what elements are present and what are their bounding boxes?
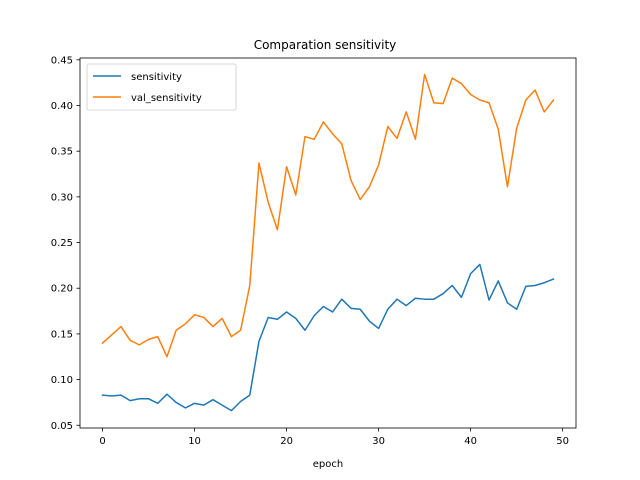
plot-lines bbox=[101, 73, 555, 412]
y-tick-label: 0.05 bbox=[51, 421, 73, 432]
x-tick-label: 20 bbox=[280, 436, 293, 447]
x-axis-ticks: 0 10 20 30 40 50 bbox=[99, 428, 569, 447]
y-tick-label: 0.10 bbox=[51, 375, 73, 386]
chart-title: Comparation sensitivity bbox=[254, 38, 397, 52]
y-tick-label: 0.35 bbox=[51, 147, 73, 158]
legend-box bbox=[86, 63, 237, 111]
y-tick-label: 0.45 bbox=[51, 55, 73, 66]
x-tick-label: 0 bbox=[99, 436, 105, 447]
x-axis-label: epoch bbox=[313, 459, 343, 470]
y-tick-label: 0.40 bbox=[51, 101, 73, 112]
y-tick-label: 0.25 bbox=[51, 238, 73, 249]
legend-label-sensitivity: sensitivity bbox=[131, 72, 182, 83]
y-tick-label: 0.15 bbox=[51, 329, 73, 340]
y-tick-label: 0.20 bbox=[51, 284, 73, 295]
x-tick-label: 10 bbox=[188, 436, 201, 447]
series-line-sensitivity bbox=[101, 263, 555, 412]
x-tick-label: 50 bbox=[556, 436, 569, 447]
x-tick-label: 30 bbox=[372, 436, 385, 447]
x-tick-label: 40 bbox=[464, 436, 477, 447]
plot-frame bbox=[79, 57, 577, 429]
y-tick-label: 0.30 bbox=[51, 192, 73, 203]
series-line-val-sensitivity bbox=[101, 73, 555, 358]
y-axis-ticks: 0.05 0.10 0.15 0.20 0.25 0.30 0.35 0.40 0.45 bbox=[51, 55, 80, 432]
legend-label-val-sensitivity: val_sensitivity bbox=[131, 93, 202, 104]
legend: sensitivity val_sensitivity bbox=[86, 63, 237, 111]
